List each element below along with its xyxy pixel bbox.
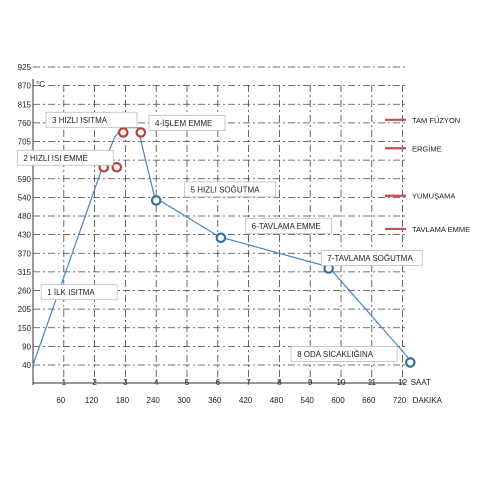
y-tick-label: 370 xyxy=(18,249,32,258)
x-tick-hour: 7 xyxy=(246,378,251,387)
annotation-text: 1 İLK ISITMA xyxy=(47,288,95,297)
annotation: 6-TAVLAMA EMME xyxy=(245,217,333,234)
x-tick-minute: 180 xyxy=(116,396,130,405)
x-tick-hour: 2 xyxy=(92,378,97,387)
x-tick-hour: 4 xyxy=(154,378,159,387)
annotation-text: 5 HIZLI SOĞUTMA xyxy=(191,185,261,194)
x-tick-minute: 600 xyxy=(331,396,345,405)
annotation-text: 4-İŞLEM EMME xyxy=(155,119,212,128)
annotation-box xyxy=(290,346,398,362)
y-tick-label: 90 xyxy=(22,342,31,351)
annotation: 5 HIZLI SOĞUTMA xyxy=(184,181,277,198)
annotation: 8 ODA SICAKLIĞINA xyxy=(290,346,398,362)
x-tick-minute: 60 xyxy=(56,396,65,405)
x-tick-minute: 480 xyxy=(270,396,284,405)
annotation-box xyxy=(245,217,333,234)
x-tick-minute: 540 xyxy=(301,396,315,405)
y-unit-label: °C xyxy=(36,80,45,89)
annotation: 7-TAVLAMA SOĞUTMA xyxy=(320,250,423,266)
y-tick-label: 540 xyxy=(18,193,32,202)
x-tick-hour: 8 xyxy=(277,378,282,387)
x-tick-hour: 12 xyxy=(398,378,407,387)
x-unit-minutes: DAKIKA xyxy=(413,396,443,405)
annotation: 2 HIZLI ISI EMME xyxy=(16,149,114,166)
y-tick-label: 925 xyxy=(18,63,32,72)
data-point-marker xyxy=(215,232,227,244)
annotation-box xyxy=(148,115,226,131)
annotation-text: 6-TAVLAMA EMME xyxy=(252,222,321,231)
x-tick-minute: 660 xyxy=(362,396,376,405)
x-tick-hour: 9 xyxy=(308,378,313,387)
x-tick-minute: 360 xyxy=(208,396,222,405)
chart-ticks: 4090150205260315370430480540590650705760… xyxy=(18,63,443,405)
y-tick-label: 260 xyxy=(18,287,32,296)
annotation: 1 İLK ISITMA xyxy=(40,284,118,301)
annotation-box xyxy=(184,181,277,198)
annotation-text: 7-TAVLAMA SOĞUTMA xyxy=(327,254,413,263)
chart-legend: TAM FÜZYON ERGİME YUMUŞAMA TAVLAMA EMME xyxy=(385,116,470,234)
y-tick-label: 760 xyxy=(18,119,32,128)
x-tick-minute: 420 xyxy=(239,396,253,405)
y-tick-label: 205 xyxy=(18,305,32,314)
y-tick-label: 150 xyxy=(18,324,32,333)
x-tick-hour: 1 xyxy=(62,378,67,387)
annotation: 3 HIZLI ISITMA xyxy=(45,111,138,128)
chart-axes xyxy=(32,79,405,385)
annotation-box xyxy=(40,284,118,301)
annotation-text: 8 ODA SICAKLIĞINA xyxy=(297,350,374,359)
x-tick-hour: 11 xyxy=(368,378,377,387)
y-tick-label: 870 xyxy=(18,82,32,91)
data-point-marker xyxy=(111,161,123,173)
annotation-box xyxy=(320,250,423,266)
x-tick-hour: 5 xyxy=(185,378,190,387)
y-tick-label: 590 xyxy=(18,175,32,184)
annotation-text: 3 HIZLI ISITMA xyxy=(52,116,108,125)
chart-annotations: 1 İLK ISITMA 2 HIZLI ISI EMME 3 HIZLI ISIT… xyxy=(16,111,423,362)
y-tick-label: 705 xyxy=(18,138,32,147)
annotation-box xyxy=(45,111,138,128)
y-tick-label: 430 xyxy=(18,231,32,240)
annotation-text: 2 HIZLI ISI EMME xyxy=(23,154,87,163)
y-tick-label: 315 xyxy=(18,268,32,277)
x-tick-minute: 240 xyxy=(147,396,161,405)
y-tick-label: 40 xyxy=(22,361,31,370)
legend-label: TAVLAMA EMME xyxy=(412,225,470,234)
x-tick-minute: 120 xyxy=(85,396,99,405)
x-unit-hours: SAAT xyxy=(411,378,431,387)
x-tick-hour: 6 xyxy=(216,378,221,387)
x-tick-hour: 10 xyxy=(337,378,346,387)
x-tick-minute: 300 xyxy=(177,396,191,405)
data-point-marker xyxy=(150,195,162,206)
x-tick-minute: 720 xyxy=(393,396,407,405)
y-tick-label: 815 xyxy=(18,100,32,109)
annotation-box xyxy=(16,149,114,166)
data-point-marker xyxy=(135,127,147,138)
data-point-marker xyxy=(117,127,129,138)
data-point-marker xyxy=(404,357,416,368)
legend-label: ERGİME xyxy=(412,144,442,153)
x-tick-hour: 3 xyxy=(123,378,128,387)
legend-label: YUMUŞAMA xyxy=(412,192,455,201)
legend-label: TAM FÜZYON xyxy=(412,116,460,125)
y-tick-label: 480 xyxy=(18,212,32,221)
annotation: 4-İŞLEM EMME xyxy=(148,115,226,131)
